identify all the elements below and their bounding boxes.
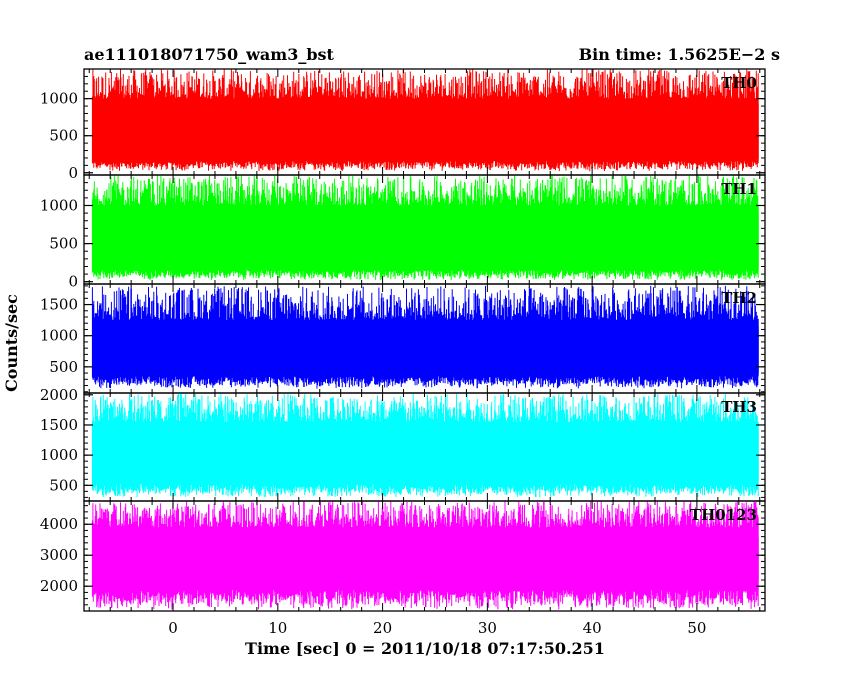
panel-th1: 0 500 1000 TH1	[40, 174, 766, 291]
y-tick-label: 500	[49, 476, 78, 494]
y-tick-label: 1500	[40, 416, 78, 434]
y-tick-label: 500	[49, 127, 78, 145]
panel-th3: 500 1000 1500 2000 TH3	[40, 386, 766, 502]
panel-th0: 0 500 1000 TH0	[40, 68, 766, 182]
panel-th2: 500 1000 1500 TH2	[40, 283, 766, 394]
series-core-th2	[92, 326, 759, 373]
series-label-th0: TH0	[721, 74, 757, 92]
x-axis: 0 10 20 30 40 50	[168, 619, 706, 637]
y-tick-label: 3000	[40, 546, 78, 564]
y-axis-label: Counts/sec	[2, 294, 21, 392]
y-tick-label: 2000	[40, 386, 78, 404]
y-tick-label: 500	[49, 235, 78, 253]
x-tick-label: 50	[687, 619, 706, 637]
y-tick-label: 1000	[40, 90, 78, 108]
x-tick-label: 40	[583, 619, 602, 637]
y-tick-label: 4000	[40, 515, 78, 533]
y-tick-label: 500	[49, 358, 78, 376]
y-tick-label: 1000	[40, 327, 78, 345]
y-tick-label: 1000	[40, 446, 78, 464]
panel-th0123: 2000 3000 4000 TH0123	[40, 500, 766, 612]
series-label-th3: TH3	[721, 398, 757, 416]
y-tick-label: 0	[68, 164, 78, 182]
series-label-th2: TH2	[721, 289, 757, 307]
panels-group: 0 500 1000 TH0 0 500 1000 TH1 500 1000 1500 TH2 500 1…	[40, 68, 766, 612]
series-core-th3	[92, 429, 759, 480]
x-axis-label: Time [sec] 0 = 2011/10/18 07:17:50.251	[245, 639, 605, 658]
y-tick-label: 1500	[40, 296, 78, 314]
series-core-th0123	[92, 537, 759, 581]
y-tick-label: 1000	[40, 196, 78, 214]
y-tick-label: 0	[68, 273, 78, 291]
x-tick-label: 20	[373, 619, 392, 637]
x-tick-label: 30	[478, 619, 497, 637]
x-tick-label: 10	[268, 619, 287, 637]
series-label-th0123: TH0123	[690, 506, 757, 524]
series-label-th1: TH1	[721, 180, 757, 198]
series-core-th1	[92, 211, 759, 268]
y-tick-label: 2000	[40, 577, 78, 595]
x-tick-label: 0	[168, 619, 178, 637]
bin-time-label: Bin time: 1.5625E−2 s	[579, 45, 780, 64]
series-core-th0	[92, 104, 759, 160]
plot-title: ae111018071750_wam3_bst	[84, 45, 335, 64]
